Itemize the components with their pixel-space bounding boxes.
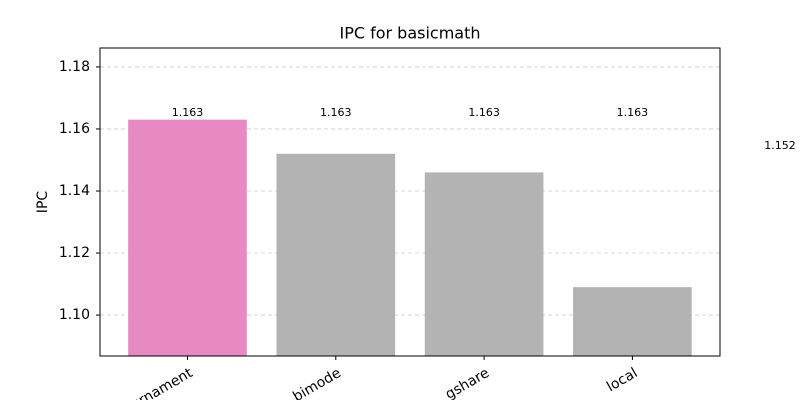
x-tick-label: tournament [116, 365, 196, 400]
chart-title: IPC for basicmath [339, 24, 480, 43]
annotation: 1.163 [320, 106, 352, 119]
bar [424, 172, 544, 356]
y-tick-label: 1.12 [59, 245, 90, 261]
y-tick-label: 1.10 [59, 307, 90, 323]
x-tick-label: bimode [290, 365, 343, 400]
bar [276, 153, 396, 356]
y-tick-label: 1.16 [59, 121, 90, 137]
bar [128, 119, 247, 356]
annotation: 1.163 [172, 106, 204, 119]
annotation: 1.163 [468, 106, 500, 119]
annotation: 1.163 [617, 106, 649, 119]
y-tick-label: 1.18 [59, 59, 90, 75]
y-axis-label: IPC [35, 191, 51, 214]
bar [573, 287, 692, 356]
x-tick-label: gshare [443, 365, 492, 400]
annotation: 1.152 [764, 139, 796, 152]
plot-frame [99, 47, 721, 357]
x-tick-label: local [604, 365, 640, 395]
y-tick-label: 1.14 [59, 183, 90, 199]
